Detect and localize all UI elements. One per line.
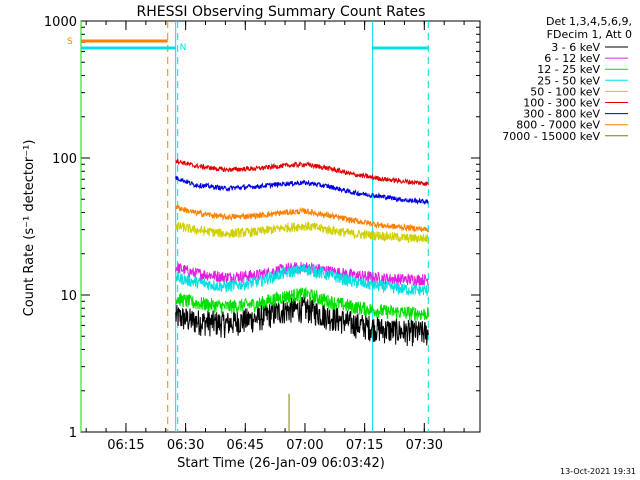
legend-entry-label: 3 - 6 keV	[551, 41, 600, 54]
x-tick-label: 07:30	[406, 438, 443, 453]
legend-entry-label: 7000 - 15000 keV	[502, 130, 600, 143]
series-3-6-kev	[175, 296, 429, 347]
x-tick-label: 07:00	[286, 438, 323, 453]
series-300-800-kev	[175, 175, 429, 206]
y-axis-label: Count Rate (s⁻¹ detector⁻¹)	[22, 140, 37, 317]
y-tick-label: 1	[69, 426, 77, 441]
legend-entry-label: 25 - 50 keV	[537, 74, 600, 87]
series-12-25-kev	[175, 287, 429, 322]
legend-entry-label: 50 - 100 keV	[530, 85, 600, 98]
series-line	[175, 264, 429, 296]
series-line	[175, 175, 429, 206]
series-25-50-kev	[175, 264, 429, 296]
legend-header-line-2: FDecim 1, Att 0	[547, 28, 632, 41]
x-tick-label: 06:15	[107, 438, 144, 453]
series-100-300-kev	[175, 158, 429, 186]
x-tick-label: 06:45	[227, 438, 264, 453]
x-axis-label: Start Time (26-Jan-09 06:03:42)	[177, 456, 385, 471]
timestamp: 13-Oct-2021 19:31	[560, 467, 636, 476]
legend-entry-label: 12 - 25 keV	[537, 63, 600, 76]
legend-entry-label: 800 - 7000 keV	[516, 119, 600, 132]
series-line	[175, 287, 429, 322]
y-tick-label: 100	[52, 152, 77, 167]
series-50-100-kev	[175, 221, 429, 243]
legend-entry-label: 300 - 800 keV	[523, 108, 600, 121]
series-line	[175, 158, 429, 186]
chart-title: RHESSI Observing Summary Count Rates	[137, 4, 426, 20]
plot-area: 1 10 100 1000 06:15 06:30 06:45 07:00 07:15 07:30…	[44, 15, 481, 453]
series-line	[175, 296, 429, 347]
y-tick-label: 10	[60, 289, 77, 304]
legend-entry-label: 6 - 12 keV	[544, 52, 600, 65]
flag-label: N	[180, 43, 187, 53]
series-7000-15000-kev	[288, 393, 290, 432]
legend-header-line-1: Det 1,3,4,5,6,9,	[546, 15, 632, 28]
flag-label: S	[67, 37, 73, 47]
y-tick-label: 1000	[44, 15, 77, 30]
series-line	[175, 204, 429, 233]
x-tick-label: 06:30	[167, 438, 204, 453]
series-line	[175, 221, 429, 243]
x-tick-label: 07:15	[346, 438, 383, 453]
legend-entry-label: 100 - 300 keV	[523, 97, 600, 110]
series-800-7000-kev	[175, 204, 429, 233]
